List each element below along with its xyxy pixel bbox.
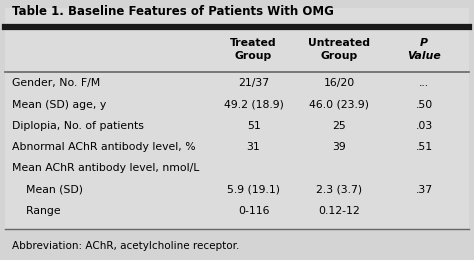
Text: 31: 31: [246, 142, 261, 152]
Text: .03: .03: [416, 121, 433, 131]
Text: 0-116: 0-116: [238, 206, 269, 216]
Text: .37: .37: [416, 185, 433, 195]
Text: 39: 39: [332, 142, 346, 152]
Text: 46.0 (23.9): 46.0 (23.9): [309, 100, 369, 109]
Text: 5.9 (19.1): 5.9 (19.1): [227, 185, 280, 195]
Text: .50: .50: [416, 100, 433, 109]
Text: Abbreviation: AChR, acetylcholine receptor.: Abbreviation: AChR, acetylcholine recept…: [12, 241, 239, 251]
Text: Range: Range: [12, 206, 61, 216]
Text: 21/37: 21/37: [238, 78, 269, 88]
Text: Abnormal AChR antibody level, %: Abnormal AChR antibody level, %: [12, 142, 195, 152]
Text: Treated
Group: Treated Group: [230, 38, 277, 61]
Text: 51: 51: [246, 121, 261, 131]
Text: ...: ...: [419, 78, 429, 88]
Text: 16/20: 16/20: [323, 78, 355, 88]
Text: 2.3 (3.7): 2.3 (3.7): [316, 185, 362, 195]
Text: Gender, No. F/M: Gender, No. F/M: [12, 78, 100, 88]
Text: 0.12-12: 0.12-12: [318, 206, 360, 216]
Text: Mean (SD): Mean (SD): [12, 185, 83, 195]
Text: P
Value: P Value: [407, 38, 441, 61]
Text: Diplopia, No. of patients: Diplopia, No. of patients: [12, 121, 144, 131]
Text: 49.2 (18.9): 49.2 (18.9): [224, 100, 283, 109]
Text: Mean (SD) age, y: Mean (SD) age, y: [12, 100, 106, 109]
Text: Table 1. Baseline Features of Patients With OMG: Table 1. Baseline Features of Patients W…: [12, 5, 334, 18]
Text: 25: 25: [332, 121, 346, 131]
Text: Mean AChR antibody level, nmol/L: Mean AChR antibody level, nmol/L: [12, 164, 199, 173]
Text: .51: .51: [416, 142, 433, 152]
Text: Untreated
Group: Untreated Group: [308, 38, 370, 61]
